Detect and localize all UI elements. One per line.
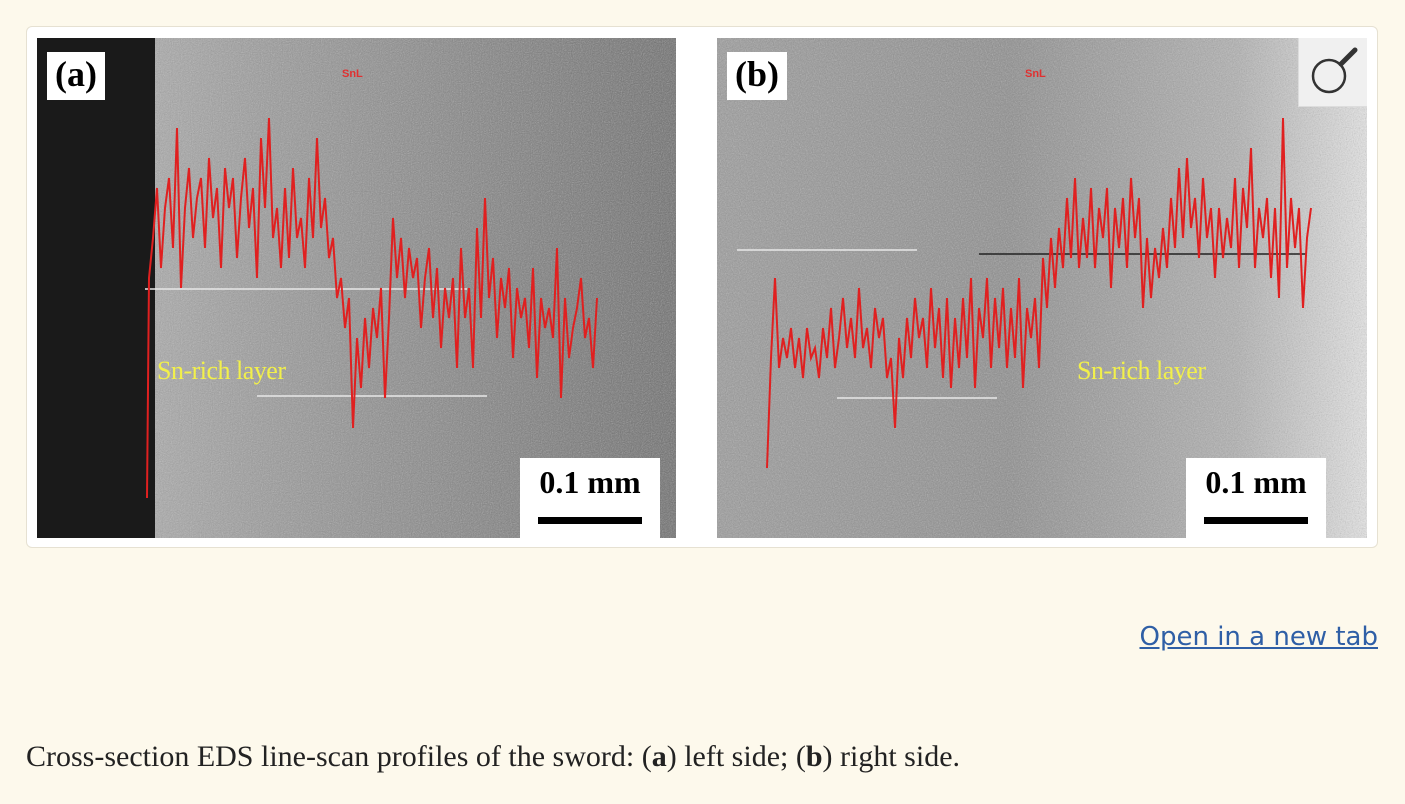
panel-a-scale-line <box>538 517 642 524</box>
panel-a-image: (a) SnL Sn-rich layer 0.1 mm <box>37 38 676 538</box>
panel-a-element-tag: SnL <box>342 68 363 80</box>
magnifier-icon[interactable] <box>1298 38 1367 107</box>
caption-key-b: b <box>805 740 823 773</box>
panel-b-scale-text: 0.1 mm <box>1205 464 1307 500</box>
panel-b-line-scan-trace <box>766 117 1312 469</box>
magnifier-icon-glyph <box>1311 47 1358 94</box>
caption-mid: ) left side; ( <box>666 740 806 773</box>
panel-a-scale-bar: 0.1 mm <box>520 458 660 538</box>
open-in-new-tab-link[interactable]: Open in a new tab <box>1139 622 1378 652</box>
panel-b-label: (b) <box>727 52 787 100</box>
panel-b-layer-label: Sn-rich layer <box>1077 356 1206 385</box>
panel-b-element-tag: SnL <box>1025 68 1046 80</box>
panel-a-micrograph <box>37 38 676 538</box>
panel-a-layer-label: Sn-rich layer <box>157 356 286 385</box>
panel-b-image: (b) SnL Sn-rich layer 0.1 mm <box>717 38 1367 538</box>
panel-a-scale-text: 0.1 mm <box>539 464 641 500</box>
panel-b-scale-line <box>1204 517 1308 524</box>
figure-caption: Cross-section EDS line-scan profiles of … <box>26 740 1378 774</box>
caption-key-a: a <box>651 740 667 773</box>
caption-prefix: Cross-section EDS line-scan profiles of … <box>26 740 652 773</box>
caption-suffix: ) right side. <box>822 740 961 773</box>
panel-a-line-scan-trace <box>146 117 598 499</box>
figure-card: (a) SnL Sn-rich layer 0.1 mm <box>26 26 1378 548</box>
panel-b-micrograph <box>717 38 1367 538</box>
panel-b-scale-bar: 0.1 mm <box>1186 458 1326 538</box>
panel-a-label: (a) <box>47 52 105 100</box>
